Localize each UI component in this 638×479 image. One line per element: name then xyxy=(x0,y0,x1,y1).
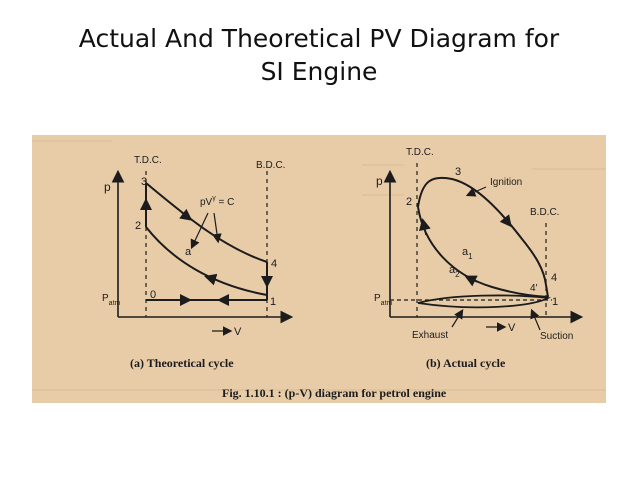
theoretical-point-a: a xyxy=(185,246,192,258)
theoretical-compression-curve xyxy=(145,226,268,296)
actual-point-4: 4 xyxy=(551,272,557,284)
actual-patm-label: Patm xyxy=(374,293,393,307)
theoretical-arrow-expansion xyxy=(179,208,193,221)
actual-point-a2: a2 xyxy=(449,264,460,279)
actual-point-4-prime: 4' xyxy=(530,283,538,294)
theoretical-p-label: p xyxy=(104,180,111,194)
actual-p-label: p xyxy=(376,174,383,188)
slide-title-line2: SI Engine xyxy=(260,57,378,86)
actual-point-3: 3 xyxy=(455,166,461,178)
pv-diagram-figure: T.D.C. B.D.C. p 3 2 0 4 1 a pVγ = C Patm… xyxy=(32,135,606,403)
actual-subcaption: (b) Actual cycle xyxy=(426,356,506,370)
actual-point-2: 2 xyxy=(406,196,412,208)
exhaust-pointer xyxy=(451,308,464,328)
theoretical-bdc-label: B.D.C. xyxy=(256,160,285,171)
ignition-pointer xyxy=(465,186,487,197)
law-pointer-2 xyxy=(212,212,222,244)
theoretical-subcaption: (a) Theoretical cycle xyxy=(130,356,234,370)
theoretical-tdc-label: T.D.C. xyxy=(134,155,162,166)
actual-arrow-expansion xyxy=(499,214,512,228)
theoretical-point-0: 0 xyxy=(150,289,156,301)
theoretical-cycle-diagram: T.D.C. B.D.C. p 3 2 0 4 1 a pVγ = C Patm… xyxy=(102,155,294,370)
theoretical-v-label: V xyxy=(234,326,242,338)
theoretical-point-1: 1 xyxy=(270,296,276,308)
actual-tdc-label: T.D.C. xyxy=(406,147,434,158)
actual-arrow-combustion xyxy=(419,218,431,236)
actual-arrow-compression xyxy=(464,275,478,287)
law-pointer-1 xyxy=(190,212,209,250)
actual-v-label: V xyxy=(508,322,516,334)
theoretical-point-3: 3 xyxy=(141,176,147,188)
figure-caption: Fig. 1.10.1 : (p-V) diagram for petrol e… xyxy=(222,386,447,400)
theoretical-point-2: 2 xyxy=(135,220,141,232)
actual-point-a1: a1 xyxy=(462,246,473,261)
suction-pointer xyxy=(530,308,541,331)
theoretical-arrow-compression xyxy=(204,273,218,286)
theoretical-point-4: 4 xyxy=(271,258,277,270)
actual-cycle-diagram: T.D.C. B.D.C. p 2 3 Ignition a1 a2 4 4' … xyxy=(374,147,584,370)
suction-label: Suction xyxy=(540,331,573,342)
exhaust-label: Exhaust xyxy=(412,330,448,341)
actual-pumping-loop xyxy=(417,294,551,309)
actual-expansion-curve xyxy=(417,176,549,298)
paper-texture xyxy=(32,140,606,391)
slide-title-line1: Actual And Theoretical PV Diagram for xyxy=(78,24,560,53)
theoretical-patm-label: Patm xyxy=(102,293,121,307)
theoretical-expansion-curve xyxy=(145,182,268,263)
actual-compression-curve xyxy=(417,206,549,298)
ignition-label: Ignition xyxy=(490,177,522,188)
actual-point-1: 1 xyxy=(552,296,558,308)
theoretical-law-label: pVγ = C xyxy=(200,195,234,208)
slide-title: Actual And Theoretical PV Diagram for SI… xyxy=(0,22,638,88)
actual-bdc-label: B.D.C. xyxy=(530,207,559,218)
pv-diagram-svg: T.D.C. B.D.C. p 3 2 0 4 1 a pVγ = C Patm… xyxy=(32,140,606,400)
